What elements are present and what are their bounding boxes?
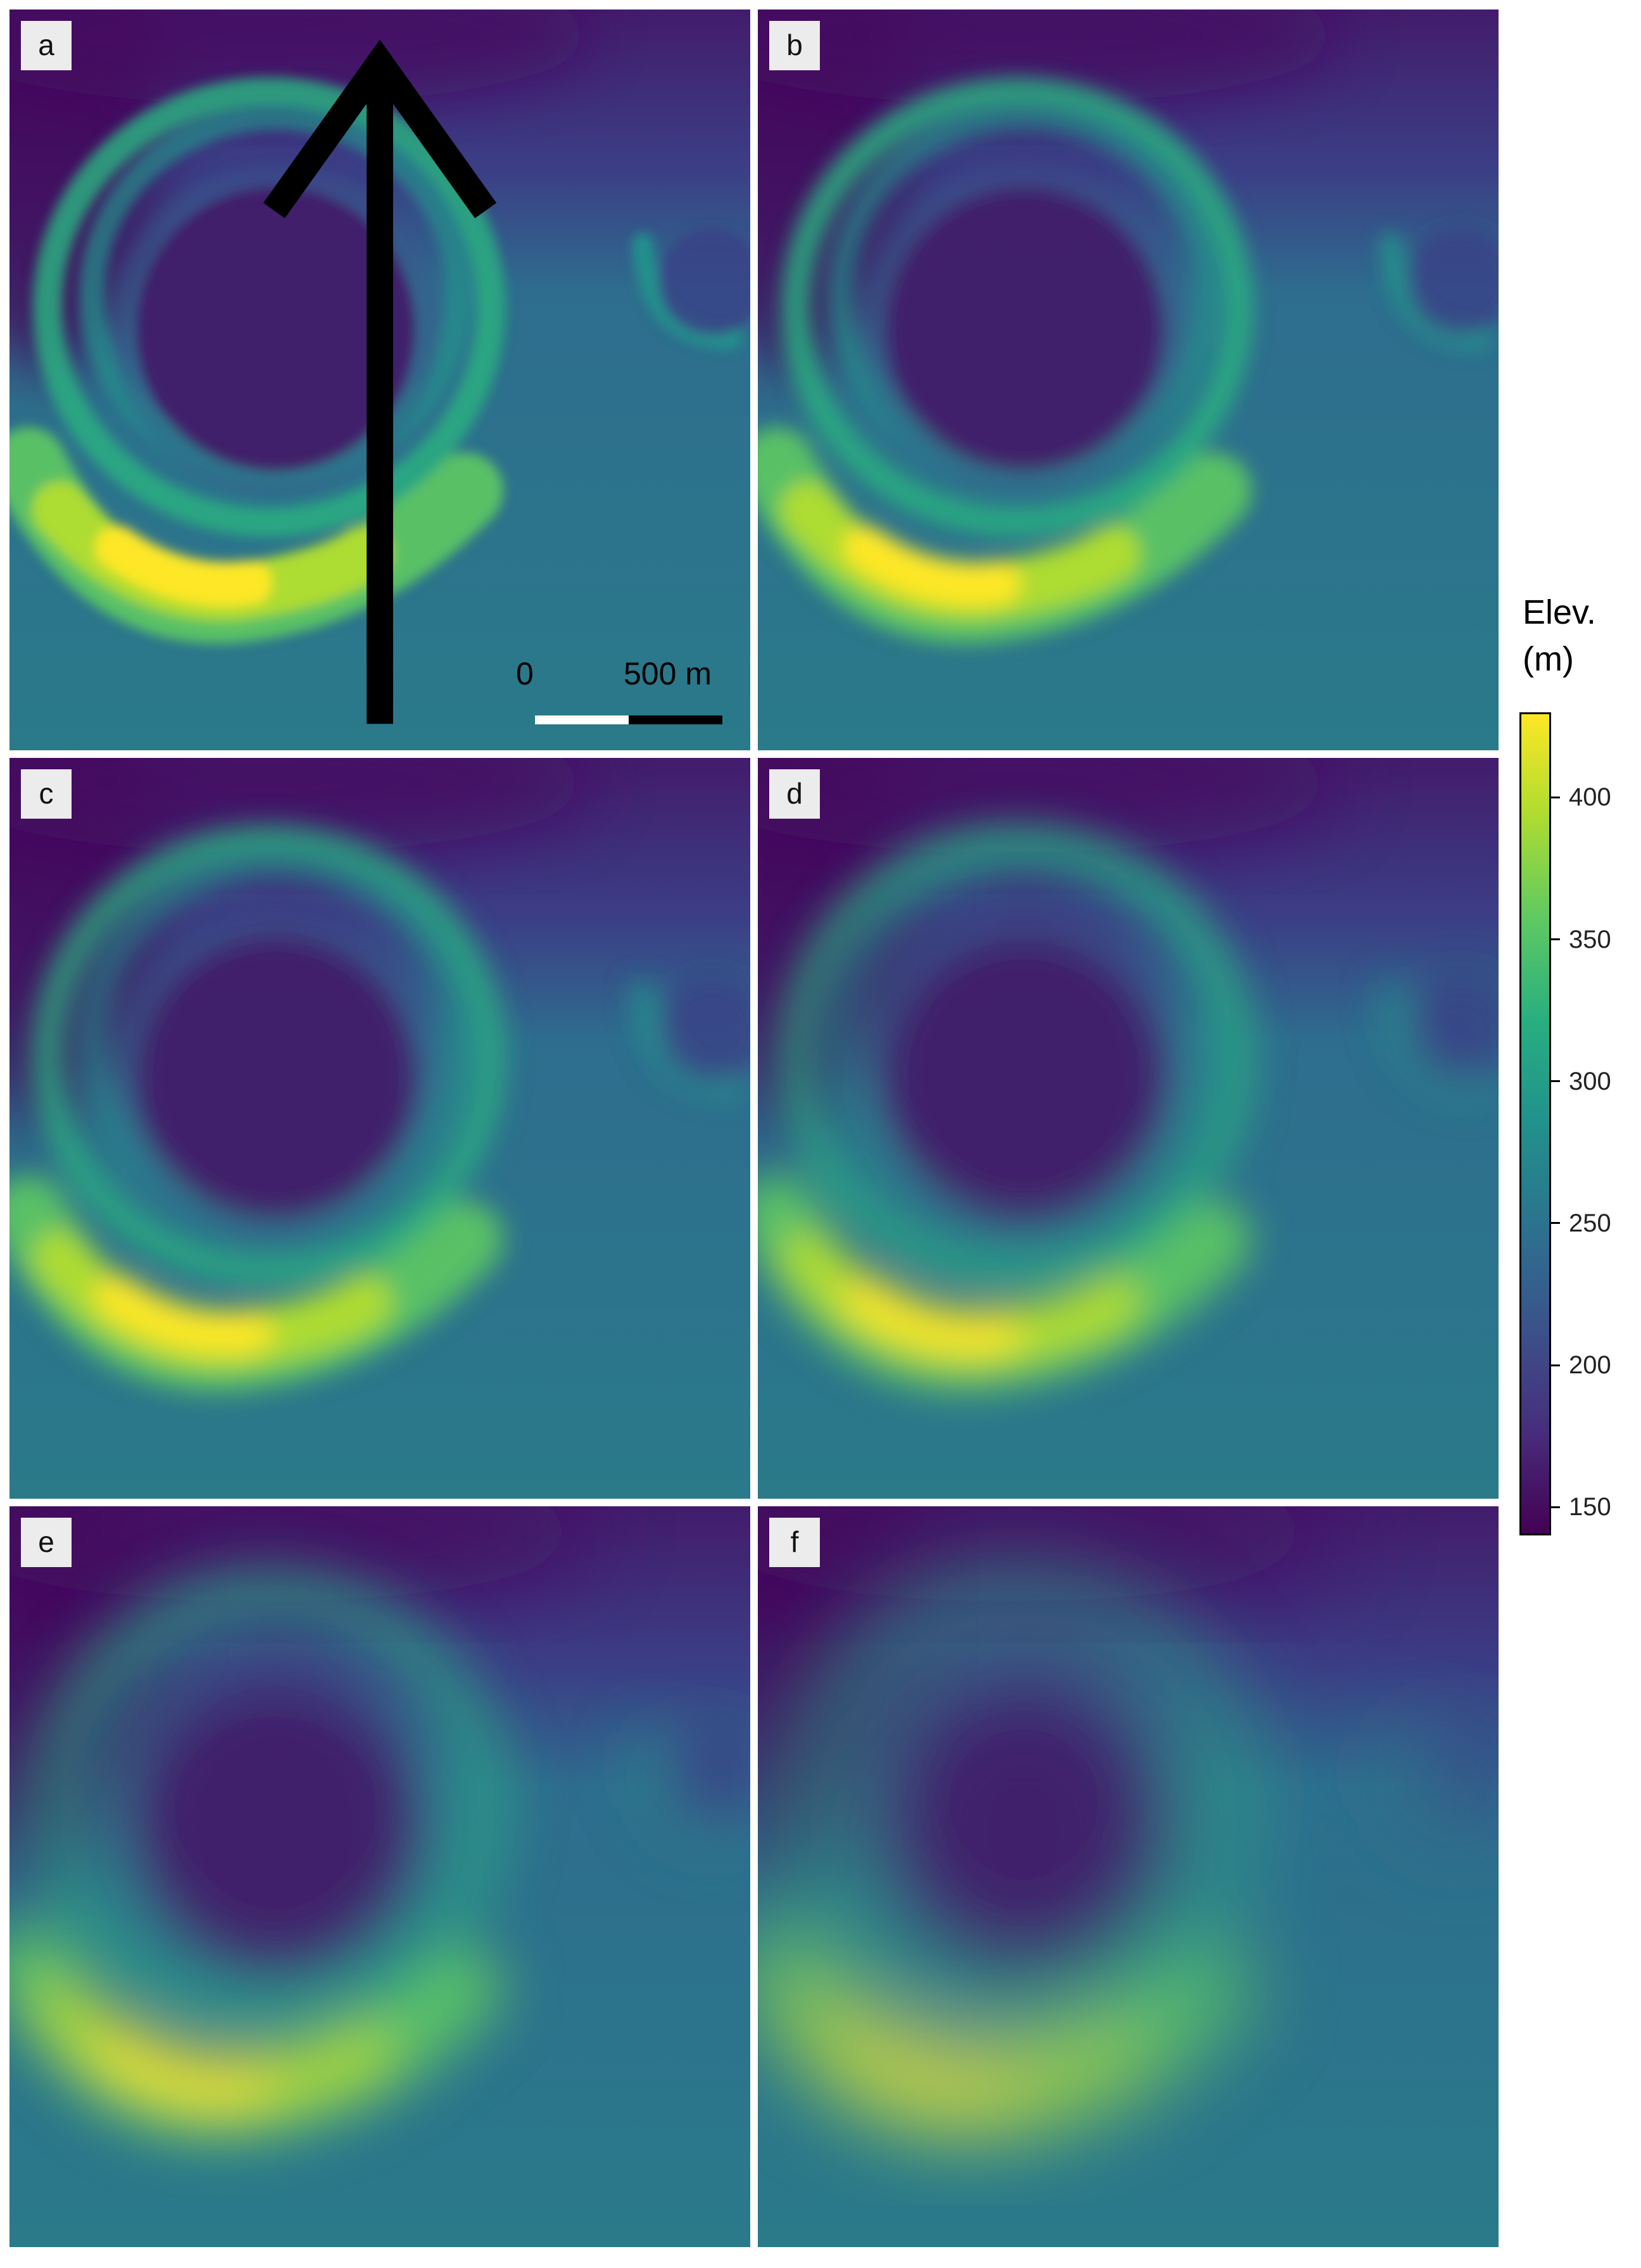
scale-end-label: 500 m	[624, 656, 712, 691]
colorbar-tick	[1551, 1506, 1560, 1508]
map-panel-b: b	[758, 9, 1499, 750]
colorbar-tick	[1551, 1222, 1560, 1225]
elevation-map-b	[758, 9, 1499, 750]
scale-segment-white	[535, 715, 629, 724]
colorbar-tick	[1551, 1080, 1560, 1083]
map-panel-d: d	[758, 758, 1499, 1499]
legend-title: Elev. (m)	[1523, 589, 1596, 683]
colorbar-tick-label: 200	[1569, 1351, 1611, 1380]
colorbar-tick	[1551, 796, 1560, 798]
scale-bar: 0 500 m	[516, 655, 731, 744]
panel-label: e	[21, 1518, 72, 1567]
map-panel-c: c	[9, 758, 750, 1499]
panel-label: f	[769, 1518, 820, 1567]
colorbar-tick-label: 400	[1569, 783, 1611, 812]
colorbar-tick	[1551, 938, 1560, 941]
colorbar-tick-label: 350	[1569, 925, 1611, 954]
colorbar-tick-label: 300	[1569, 1067, 1611, 1095]
elevation-map-c	[9, 758, 750, 1499]
panel-label: b	[769, 21, 820, 70]
elevation-map-e	[9, 1506, 750, 2247]
scale-start-label: 0	[516, 656, 534, 691]
colorbar-tick-label: 250	[1569, 1209, 1611, 1237]
map-panel-a: a 0 500 m	[9, 9, 750, 750]
map-panel-f: f	[758, 1506, 1499, 2247]
colorbar-tick-label: 150	[1569, 1493, 1611, 1521]
colorbar-tick	[1551, 1364, 1560, 1366]
legend-title-line2: (m)	[1523, 640, 1574, 678]
elevation-map-d	[758, 758, 1499, 1499]
panel-label: c	[21, 769, 72, 819]
scale-segment-black	[629, 715, 722, 724]
elevation-map-f	[758, 1506, 1499, 2247]
panel-label: d	[769, 769, 820, 819]
map-panel-e: e	[9, 1506, 750, 2247]
panel-label: a	[21, 21, 72, 70]
legend-title-line1: Elev.	[1523, 593, 1597, 631]
elevation-colorbar	[1519, 712, 1551, 1535]
north-arrow-icon	[263, 39, 497, 724]
